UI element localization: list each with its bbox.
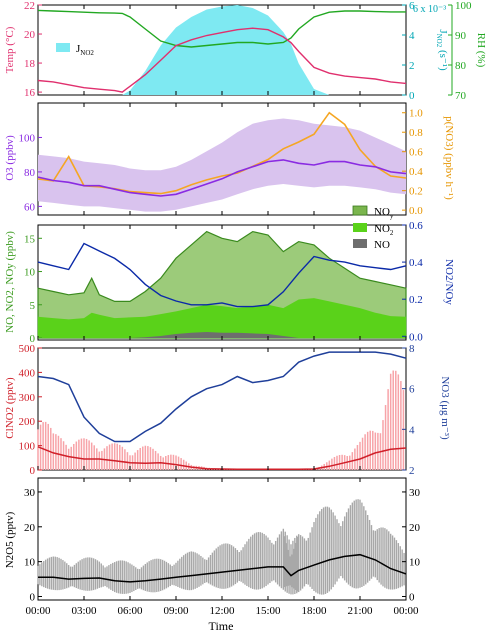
x-axis-label: Time <box>209 619 234 633</box>
legend-swatch-no2 <box>353 223 367 232</box>
temp-tick-label: 22 <box>24 0 35 12</box>
noy-tick-label: 5 <box>30 300 36 312</box>
n2o5-right-tick-label: 0 <box>409 592 415 604</box>
temp-tick-label: 18 <box>24 58 36 70</box>
svg-text:NO2: NO2 <box>374 223 394 237</box>
no3-tick-label: 2 <box>409 465 415 477</box>
o3-tick-label: 80 <box>24 167 36 179</box>
pno3-tick-label: 0.2 <box>409 186 423 198</box>
n2o5-tick-label: 10 <box>24 557 36 569</box>
noy-axis-label: NO, NO2, NOy (ppbv) <box>4 231 16 333</box>
no3-tick-label: 8 <box>409 343 415 355</box>
svg-text:JNO2: JNO2 <box>76 43 94 57</box>
ratio-line <box>37 242 407 308</box>
x-tick-label: 00:00 <box>393 605 419 617</box>
rh-tick-label: 100 <box>455 0 472 12</box>
noy-tick-label: 0 <box>30 333 36 345</box>
pno3-axis-label: p(NO3) (ppbv h⁻¹) <box>443 116 455 200</box>
jno2-tick-label: 0 <box>409 90 415 102</box>
no3-axis-label: NO3 (μg m⁻³) <box>439 376 451 440</box>
noy-legend: NOy NO2 NO <box>352 205 394 251</box>
o3-line <box>37 159 407 197</box>
jno2-area <box>38 5 406 95</box>
legend-swatch-no <box>353 239 367 248</box>
pno3-tick-label: 0.4 <box>409 166 423 178</box>
pno3-tick-label: 1.0 <box>409 108 423 120</box>
clno2-tick-label: 500 <box>19 343 36 355</box>
x-tick-label: 09:00 <box>163 605 189 617</box>
n2o5-right-tick-label: 20 <box>409 522 421 534</box>
noy-tick-label: 15 <box>24 233 36 245</box>
jno2-legend: JNO2 <box>56 43 94 57</box>
ratio-axis-label: NO2/NOy <box>443 259 455 305</box>
pno3-tick-label: 0.0 <box>409 205 423 217</box>
pno3-tick-label: 0.6 <box>409 147 423 159</box>
x-tick-label: 06:00 <box>117 605 143 617</box>
n2o5-tick-label: 30 <box>24 487 36 499</box>
x-tick-label: 15:00 <box>255 605 281 617</box>
x-tick-label: 00:00 <box>25 605 51 617</box>
svg-text:NOy: NOy <box>374 206 394 220</box>
ratio-tick-label: 0.0 <box>409 331 423 343</box>
jno2-tick-label: 2 <box>409 60 415 72</box>
n2o5-axis-label: N2O5 (pptv) <box>4 511 16 568</box>
pno3-line <box>37 111 407 195</box>
legend-swatch-noy <box>352 205 368 216</box>
pno3-tick-label: 0.8 <box>409 127 423 139</box>
svg-text:JNO2 (s⁻¹): JNO2 (s⁻¹) <box>435 29 449 71</box>
ratio-tick-label: 0.6 <box>409 220 423 232</box>
rh-line <box>37 9 406 48</box>
clno2-tick-label: 200 <box>19 416 36 428</box>
ratio-tick-label: 0.2 <box>409 294 423 306</box>
noy-tick-label: 10 <box>24 267 36 279</box>
clno2-line <box>37 446 407 471</box>
x-tick-label: 21:00 <box>347 605 373 617</box>
rh-tick-label: 70 <box>455 90 467 102</box>
jno2-tick-label: 4 <box>409 30 415 42</box>
o3-axis-label: O3 (ppbv) <box>4 135 16 181</box>
n2o5-tick-label: 20 <box>24 522 36 534</box>
x-tick-label: 18:00 <box>301 605 327 617</box>
n2o5-line <box>38 553 407 583</box>
clno2-tick-label: 300 <box>19 392 36 404</box>
clno2-tick-label: 400 <box>19 367 36 379</box>
no3-tick-label: 6 <box>409 384 415 396</box>
x-tick-label: 12:00 <box>209 605 235 617</box>
no3-line <box>37 351 407 443</box>
n2o5-tick-label: 0 <box>30 592 36 604</box>
n2o5-right-tick-label: 30 <box>409 487 421 499</box>
x-tick-label: 03:00 <box>71 605 97 617</box>
jno2-tick-label: 6 <box>409 0 415 12</box>
no-area <box>38 332 406 338</box>
rh-tick-label: 90 <box>455 30 467 42</box>
clno2-axis-label: ClNO2 (pptv) <box>4 377 16 439</box>
temp-line <box>37 27 407 93</box>
svg-text:NO: NO <box>374 239 390 251</box>
no3-tick-label: 4 <box>409 424 415 436</box>
rh-axis-label: RH (%) <box>475 33 486 68</box>
clno2-tick-label: 0 <box>30 465 36 477</box>
o3-tick-label: 100 <box>19 132 36 144</box>
temp-axis-label: Temp (°C) <box>4 26 16 73</box>
o3-range-band <box>38 118 406 212</box>
temp-tick-label: 20 <box>24 29 36 41</box>
o3-tick-label: 60 <box>24 201 36 213</box>
no2-area <box>38 298 406 338</box>
jno2-axis-exponent: 6 x 10⁻³ <box>413 4 446 15</box>
n2o5-right-tick-label: 10 <box>409 557 421 569</box>
clno2-tick-label: 100 <box>19 441 36 453</box>
ratio-tick-label: 0.4 <box>409 257 423 269</box>
panel-frame-4 <box>37 347 407 471</box>
jno2-axis-label: JNO2 (s⁻¹) <box>435 29 449 71</box>
temp-tick-label: 16 <box>24 87 36 99</box>
rh-tick-label: 80 <box>455 60 467 72</box>
